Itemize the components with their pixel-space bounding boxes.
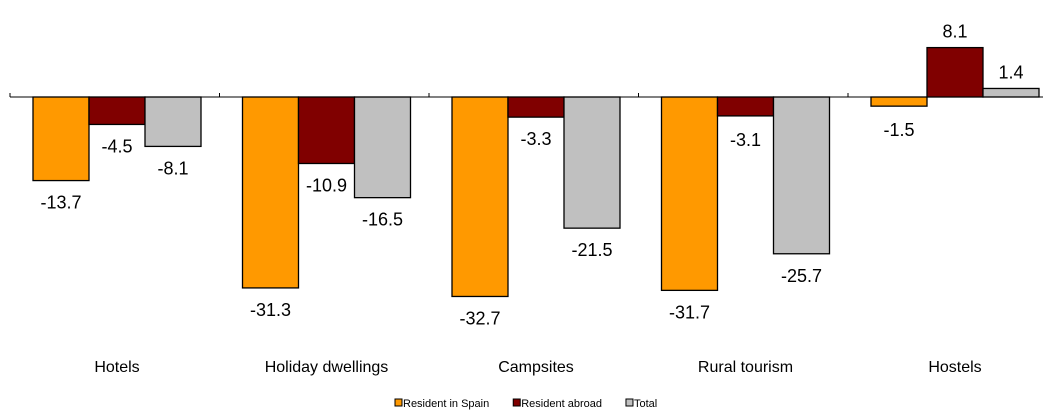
bar-hotels-total bbox=[144, 96, 202, 148]
data-label: -4.5 bbox=[101, 136, 132, 156]
legend-swatch-total bbox=[625, 398, 634, 407]
bar-campsites-resident-abroad bbox=[507, 96, 565, 118]
bar-hotels-resident-in-spain bbox=[32, 96, 90, 182]
data-label: -13.7 bbox=[40, 193, 81, 213]
data-label: -21.5 bbox=[571, 240, 612, 260]
category-label: Campsites bbox=[498, 359, 574, 376]
data-label: 8.1 bbox=[942, 22, 967, 42]
category-label: Holiday dwellings bbox=[265, 359, 389, 376]
legend: Resident in Spain Resident abroad Total bbox=[394, 398, 657, 410]
data-label: -3.1 bbox=[730, 130, 761, 150]
data-label: -31.7 bbox=[669, 302, 710, 322]
data-label: -16.5 bbox=[362, 210, 403, 230]
bar-holiday-dwellings-resident-in-spain bbox=[241, 96, 300, 289]
bar-hostels-resident-abroad bbox=[926, 46, 984, 98]
bar-campsites-total bbox=[563, 96, 621, 229]
legend-label: Resident abroad bbox=[521, 398, 602, 410]
category-label: Rural tourism bbox=[698, 359, 793, 376]
bar-holiday-dwellings-resident-abroad bbox=[297, 96, 356, 165]
bar-holiday-dwellings-total bbox=[353, 96, 412, 199]
legend-swatch-resident-in-spain bbox=[394, 398, 403, 407]
category-label: Hotels bbox=[94, 359, 139, 376]
data-label: 1.4 bbox=[998, 62, 1023, 82]
data-label: -8.1 bbox=[157, 158, 188, 178]
bar-campsites-resident-in-spain bbox=[451, 96, 509, 298]
legend-label: Resident in Spain bbox=[403, 398, 489, 410]
bar-hotels-resident-abroad bbox=[88, 96, 146, 126]
data-label: -10.9 bbox=[306, 175, 347, 195]
data-labels-group: -13.7 -4.5 -8.1 -31.3 -10.9 -16.5 -32.7 -3.3 -21… bbox=[40, 22, 1023, 329]
bar-hostels-total bbox=[982, 87, 1040, 98]
data-label: -3.3 bbox=[520, 129, 551, 149]
data-label: -1.5 bbox=[883, 120, 914, 140]
data-label: -25.7 bbox=[781, 266, 822, 286]
legend-swatch-resident-abroad bbox=[512, 398, 521, 407]
bars-group bbox=[9, 46, 1040, 298]
legend-label: Total bbox=[634, 398, 657, 410]
category-labels-group: Hotels Holiday dwellings Campsites Rural to… bbox=[94, 359, 981, 376]
bar-rural-tourism-resident-abroad bbox=[716, 96, 775, 117]
category-label: Hostels bbox=[928, 359, 981, 376]
data-label: -32.7 bbox=[459, 308, 500, 328]
data-label: -31.3 bbox=[250, 300, 291, 320]
bar-hostels-resident-in-spain bbox=[870, 96, 928, 107]
bar-rural-tourism-total bbox=[772, 96, 831, 255]
bar-rural-tourism-resident-in-spain bbox=[660, 96, 719, 292]
